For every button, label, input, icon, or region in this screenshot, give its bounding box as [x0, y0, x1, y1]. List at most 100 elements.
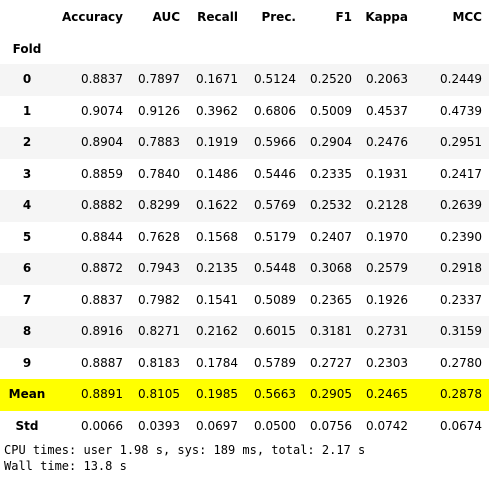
table-cell: 0.1784 — [196, 355, 238, 370]
table-row: 6 0.8872 0.7943 0.2135 0.5448 0.3068 0.2579 0.2… — [0, 253, 489, 285]
table-cell: 0.2335 — [310, 166, 352, 181]
table-cell: 0.9126 — [138, 103, 180, 118]
table-cell: 0.4537 — [366, 103, 408, 118]
table-cell: 0.1931 — [366, 166, 408, 181]
table-cell: 0.2520 — [303, 64, 359, 96]
table-cell: 0.8837 — [54, 64, 130, 96]
table-cell: 0.1568 — [196, 229, 238, 244]
column-header: Prec. — [261, 10, 296, 24]
column-header-row: Accuracy AUC Recall Prec. F1 Kappa MCC — [0, 0, 489, 34]
table-cell: 0.5789 — [254, 355, 296, 370]
table-cell: 0.2780 — [440, 355, 482, 370]
table-cell: 0.1541 — [196, 292, 238, 307]
table-cell: 0.0393 — [138, 418, 180, 433]
table-cell: 0.3962 — [196, 103, 238, 118]
table-cell: 0.5663 — [245, 379, 303, 411]
row-index: 1 — [22, 103, 32, 118]
table-header: Accuracy AUC Recall Prec. F1 Kappa MCC F… — [0, 0, 489, 64]
row-index: Std — [15, 418, 39, 433]
table-row: 5 0.8844 0.7628 0.1568 0.5179 0.2407 0.1970 0.2… — [0, 222, 489, 254]
table-row: Std 0.0066 0.0393 0.0697 0.0500 0.0756 0.0742 0… — [0, 411, 489, 443]
table-cell: 0.5769 — [245, 190, 303, 222]
column-header: Kappa — [365, 10, 408, 24]
table-cell: 0.2063 — [359, 64, 415, 96]
table-cell: 0.5009 — [310, 103, 352, 118]
table-cell: 0.8299 — [130, 190, 187, 222]
table-cell: 0.8844 — [81, 229, 123, 244]
table-row: 1 0.9074 0.9126 0.3962 0.6806 0.5009 0.4537 0.4… — [0, 96, 489, 128]
table-cell: 0.8837 — [81, 292, 123, 307]
table-cell: 0.2951 — [415, 127, 489, 159]
table-row: 2 0.8904 0.7883 0.1919 0.5966 0.2904 0.2476 0.2… — [0, 127, 489, 159]
table-cell: 0.2303 — [366, 355, 408, 370]
table-cell: 0.7982 — [138, 292, 180, 307]
table-cell: 0.5089 — [254, 292, 296, 307]
table-row: 0 0.8837 0.7897 0.1671 0.5124 0.2520 0.2063 0.2… — [0, 64, 489, 96]
table-cell: 0.3159 — [415, 316, 489, 348]
wall-time-line: Wall time: 13.8 s — [4, 459, 127, 473]
table-cell: 0.8183 — [138, 355, 180, 370]
row-index: 6 — [0, 253, 54, 285]
row-index: 0 — [0, 64, 54, 96]
table-cell: 0.2532 — [303, 190, 359, 222]
table-cell: 0.5179 — [254, 229, 296, 244]
table-cell: 0.8904 — [54, 127, 130, 159]
row-index: 3 — [22, 166, 32, 181]
table-cell: 0.7628 — [138, 229, 180, 244]
table-cell: 0.1970 — [366, 229, 408, 244]
table-cell: 0.2476 — [359, 127, 415, 159]
table-cell: 0.6015 — [245, 316, 303, 348]
table-cell: 0.7883 — [130, 127, 187, 159]
table-row: 3 0.8859 0.7840 0.1486 0.5446 0.2335 0.1931 0.2… — [0, 159, 489, 191]
row-index: 5 — [22, 229, 32, 244]
cv-results-table: Accuracy AUC Recall Prec. F1 Kappa MCC F… — [0, 0, 489, 442]
table-cell: 0.2417 — [440, 166, 482, 181]
column-header: AUC — [152, 10, 180, 24]
table-cell: 0.5446 — [254, 166, 296, 181]
table-cell: 0.2579 — [359, 253, 415, 285]
table-cell: 0.1985 — [187, 379, 245, 411]
table-cell: 0.2407 — [310, 229, 352, 244]
table-cell: 0.7943 — [130, 253, 187, 285]
index-name: Fold — [12, 42, 42, 56]
table-cell: 0.1486 — [196, 166, 238, 181]
table-row: Mean 0.8891 0.8105 0.1985 0.5663 0.2905 0.2465… — [0, 379, 489, 411]
table-cell: 0.2337 — [440, 292, 482, 307]
row-index: Mean — [0, 379, 54, 411]
table-cell: 0.2449 — [415, 64, 489, 96]
table-cell: 0.8872 — [54, 253, 130, 285]
table-cell: 0.5448 — [245, 253, 303, 285]
table-cell: 0.4739 — [440, 103, 482, 118]
table-cell: 0.2162 — [187, 316, 245, 348]
table-cell: 0.2904 — [303, 127, 359, 159]
header-corner — [0, 0, 54, 34]
column-header: MCC — [452, 10, 482, 24]
table-cell: 0.2918 — [415, 253, 489, 285]
row-index: 7 — [22, 292, 32, 307]
table-cell: 0.9074 — [81, 103, 123, 118]
row-index: 9 — [22, 355, 32, 370]
table-cell: 0.8105 — [130, 379, 187, 411]
table-body: 0 0.8837 0.7897 0.1671 0.5124 0.2520 0.2063 0.2… — [0, 64, 489, 442]
table-cell: 0.6806 — [254, 103, 296, 118]
table-cell: 0.0674 — [440, 418, 482, 433]
table-cell: 0.5124 — [245, 64, 303, 96]
dataframe-output: Accuracy AUC Recall Prec. F1 Kappa MCC F… — [0, 0, 489, 442]
table-cell: 0.1926 — [366, 292, 408, 307]
column-header: Recall — [197, 10, 238, 24]
column-header: F1 — [335, 10, 352, 24]
row-index: 4 — [0, 190, 54, 222]
table-cell: 0.2727 — [310, 355, 352, 370]
table-cell: 0.2878 — [415, 379, 489, 411]
table-row: 9 0.8887 0.8183 0.1784 0.5789 0.2727 0.2303 0.2… — [0, 348, 489, 380]
table-cell: 0.7897 — [130, 64, 187, 96]
table-cell: 0.2731 — [359, 316, 415, 348]
table-cell: 0.8916 — [54, 316, 130, 348]
table-row: 7 0.8837 0.7982 0.1541 0.5089 0.2365 0.1926 0.2… — [0, 285, 489, 317]
table-cell: 0.1622 — [187, 190, 245, 222]
table-cell: 0.0742 — [366, 418, 408, 433]
table-cell: 0.1919 — [187, 127, 245, 159]
table-cell: 0.0500 — [254, 418, 296, 433]
row-index: 8 — [0, 316, 54, 348]
table-cell: 0.3181 — [303, 316, 359, 348]
